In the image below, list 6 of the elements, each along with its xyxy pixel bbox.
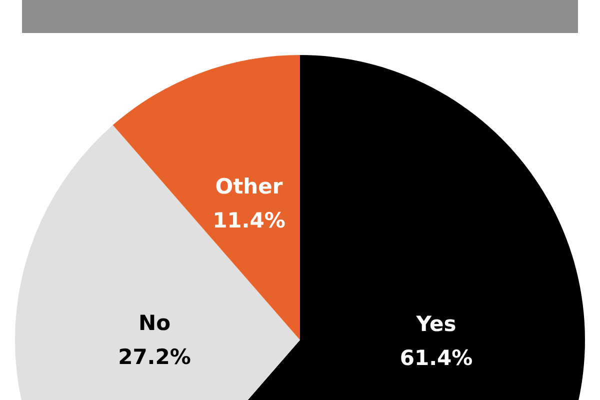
data-label: 61.4% [400, 346, 473, 370]
data-label: 27.2% [118, 345, 191, 369]
slice-label: Other [215, 174, 284, 199]
slice-label: Yes [415, 312, 456, 336]
slice-label: No [138, 311, 171, 335]
data-label: 11.4% [212, 208, 286, 233]
